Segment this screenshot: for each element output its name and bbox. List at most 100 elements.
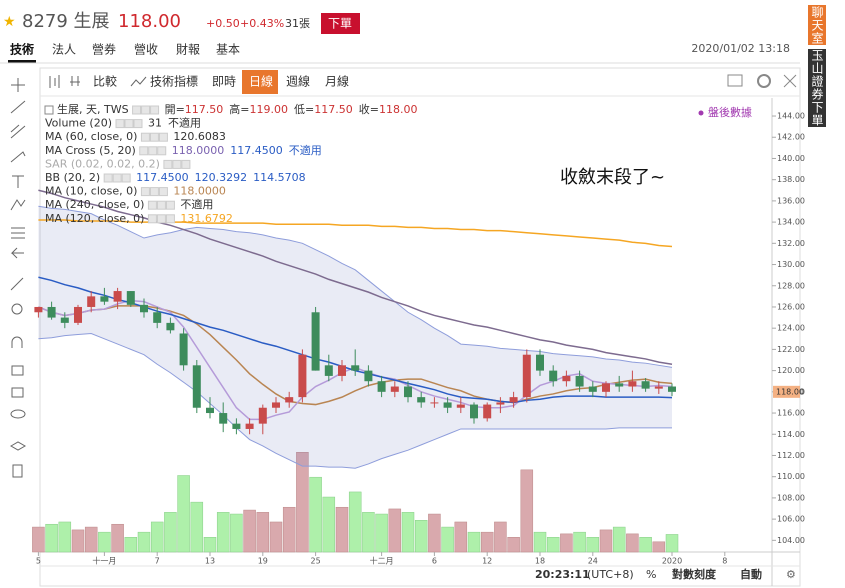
legend-control[interactable] bbox=[181, 159, 191, 169]
zoom-tool[interactable] bbox=[11, 303, 23, 315]
toolbar-item[interactable]: 日線 bbox=[249, 74, 273, 89]
candle-body bbox=[483, 404, 492, 419]
indicator-icon[interactable] bbox=[130, 76, 147, 87]
ruler-tool[interactable] bbox=[10, 277, 24, 291]
tab[interactable]: 財報 bbox=[176, 42, 200, 57]
y-tick-label: 106.00 bbox=[777, 515, 805, 524]
legend-control[interactable] bbox=[163, 159, 173, 169]
legend-control[interactable] bbox=[165, 214, 175, 224]
text-tool[interactable] bbox=[12, 175, 24, 188]
left-tools bbox=[9, 78, 27, 478]
candle-body bbox=[668, 386, 676, 392]
compare-icon[interactable] bbox=[70, 76, 80, 86]
volume-bar bbox=[401, 512, 415, 553]
line-tool[interactable] bbox=[10, 100, 26, 114]
channel-tool[interactable] bbox=[10, 124, 26, 139]
legend-control[interactable] bbox=[139, 146, 149, 156]
legend-control[interactable] bbox=[156, 200, 166, 210]
legend-control[interactable] bbox=[147, 214, 157, 224]
legend-control[interactable] bbox=[158, 187, 168, 197]
legend-control[interactable] bbox=[147, 200, 157, 210]
candle-body bbox=[140, 304, 148, 313]
tab[interactable]: 營收 bbox=[134, 43, 158, 57]
pattern-tool[interactable] bbox=[10, 199, 26, 211]
toolbar-item[interactable]: 即時 bbox=[212, 75, 236, 89]
camera-icon[interactable] bbox=[727, 74, 743, 87]
legend-control[interactable] bbox=[148, 146, 158, 156]
fullscreen-icon[interactable] bbox=[783, 74, 797, 88]
legend-control[interactable] bbox=[158, 132, 168, 142]
candle-body bbox=[390, 386, 399, 392]
volume-bar bbox=[665, 534, 679, 553]
y-tick-label: 138.00 bbox=[777, 175, 805, 184]
legend-control[interactable] bbox=[140, 187, 150, 197]
tab[interactable]: 法人 bbox=[52, 43, 76, 57]
chat-button[interactable]: 聊天室 bbox=[808, 5, 826, 45]
volume-bar bbox=[150, 521, 164, 553]
candle-body bbox=[192, 365, 201, 408]
legend-control[interactable] bbox=[165, 200, 175, 210]
legend-control[interactable] bbox=[149, 132, 159, 142]
legend-control[interactable] bbox=[172, 159, 182, 169]
legend-control[interactable] bbox=[150, 105, 160, 115]
candle-body bbox=[641, 381, 650, 389]
volume-bar bbox=[520, 469, 534, 553]
legend-control[interactable] bbox=[124, 119, 134, 129]
timezone[interactable]: (UTC+8) bbox=[587, 568, 634, 581]
toolbar-item[interactable]: 週線 bbox=[286, 74, 310, 89]
volume-bar bbox=[335, 506, 349, 553]
candle-body bbox=[87, 296, 96, 307]
volume-bar bbox=[243, 509, 256, 553]
volume-bar bbox=[533, 531, 547, 553]
settings-icon[interactable] bbox=[757, 74, 771, 88]
percent-toggle[interactable]: % bbox=[646, 568, 656, 581]
order-button[interactable] bbox=[321, 13, 360, 34]
legend-control[interactable] bbox=[112, 173, 122, 183]
legend-control[interactable] bbox=[132, 105, 142, 115]
order-button-label[interactable]: 下單 bbox=[328, 17, 352, 31]
eye-tool[interactable] bbox=[10, 409, 26, 419]
auto-toggle[interactable]: 自動 bbox=[740, 567, 762, 581]
toolbar-item[interactable]: 技術指標 bbox=[150, 74, 198, 89]
scale-settings[interactable]: ⚙ bbox=[786, 568, 796, 581]
brush-tool[interactable] bbox=[10, 151, 26, 163]
broker-order-button[interactable]: 玉山證券下單 bbox=[808, 49, 826, 127]
candle-type-icon[interactable] bbox=[49, 75, 60, 88]
log-toggle[interactable]: 對數刻度 bbox=[672, 567, 717, 581]
unlock-tool[interactable] bbox=[11, 387, 24, 398]
toolbar-item[interactable]: 月線 bbox=[325, 74, 349, 89]
tab[interactable]: 技術 bbox=[10, 42, 34, 57]
back-tool[interactable] bbox=[10, 247, 24, 259]
legend-control[interactable] bbox=[140, 132, 150, 142]
candle-body bbox=[311, 312, 320, 371]
volume: 31張 bbox=[285, 17, 310, 30]
legend-control[interactable] bbox=[156, 214, 166, 224]
candle-body bbox=[298, 354, 307, 398]
collapse-icon[interactable] bbox=[44, 105, 54, 115]
toolbar-item[interactable]: 比較 bbox=[93, 74, 117, 89]
volume-bar bbox=[454, 521, 468, 553]
tab[interactable]: 基本 bbox=[216, 43, 240, 57]
lock-tool[interactable] bbox=[11, 365, 24, 376]
legend-control[interactable] bbox=[103, 173, 113, 183]
candle-body bbox=[417, 397, 426, 403]
star-icon[interactable]: ★ bbox=[3, 14, 16, 30]
candle-body bbox=[602, 383, 610, 392]
candle-body bbox=[60, 317, 69, 323]
tab[interactable]: 營券 bbox=[92, 42, 116, 57]
trash-tool[interactable] bbox=[12, 464, 23, 478]
legend-text: 117.50 bbox=[314, 103, 353, 116]
crosshair-tool[interactable] bbox=[11, 78, 25, 92]
y-tick-label: 114.00 bbox=[777, 430, 805, 439]
legend-control[interactable] bbox=[115, 119, 125, 129]
layers-tool[interactable] bbox=[9, 441, 27, 451]
legend-control[interactable] bbox=[157, 146, 167, 156]
change: +0.50 bbox=[206, 17, 240, 30]
legend-control[interactable] bbox=[133, 119, 143, 129]
fib-tool[interactable] bbox=[11, 227, 25, 239]
legend-control[interactable] bbox=[149, 187, 159, 197]
magnet-tool[interactable] bbox=[11, 336, 23, 348]
legend-control[interactable] bbox=[121, 173, 131, 183]
after-hours-label[interactable]: 盤後數據 bbox=[708, 105, 752, 119]
legend-control[interactable] bbox=[141, 105, 151, 115]
